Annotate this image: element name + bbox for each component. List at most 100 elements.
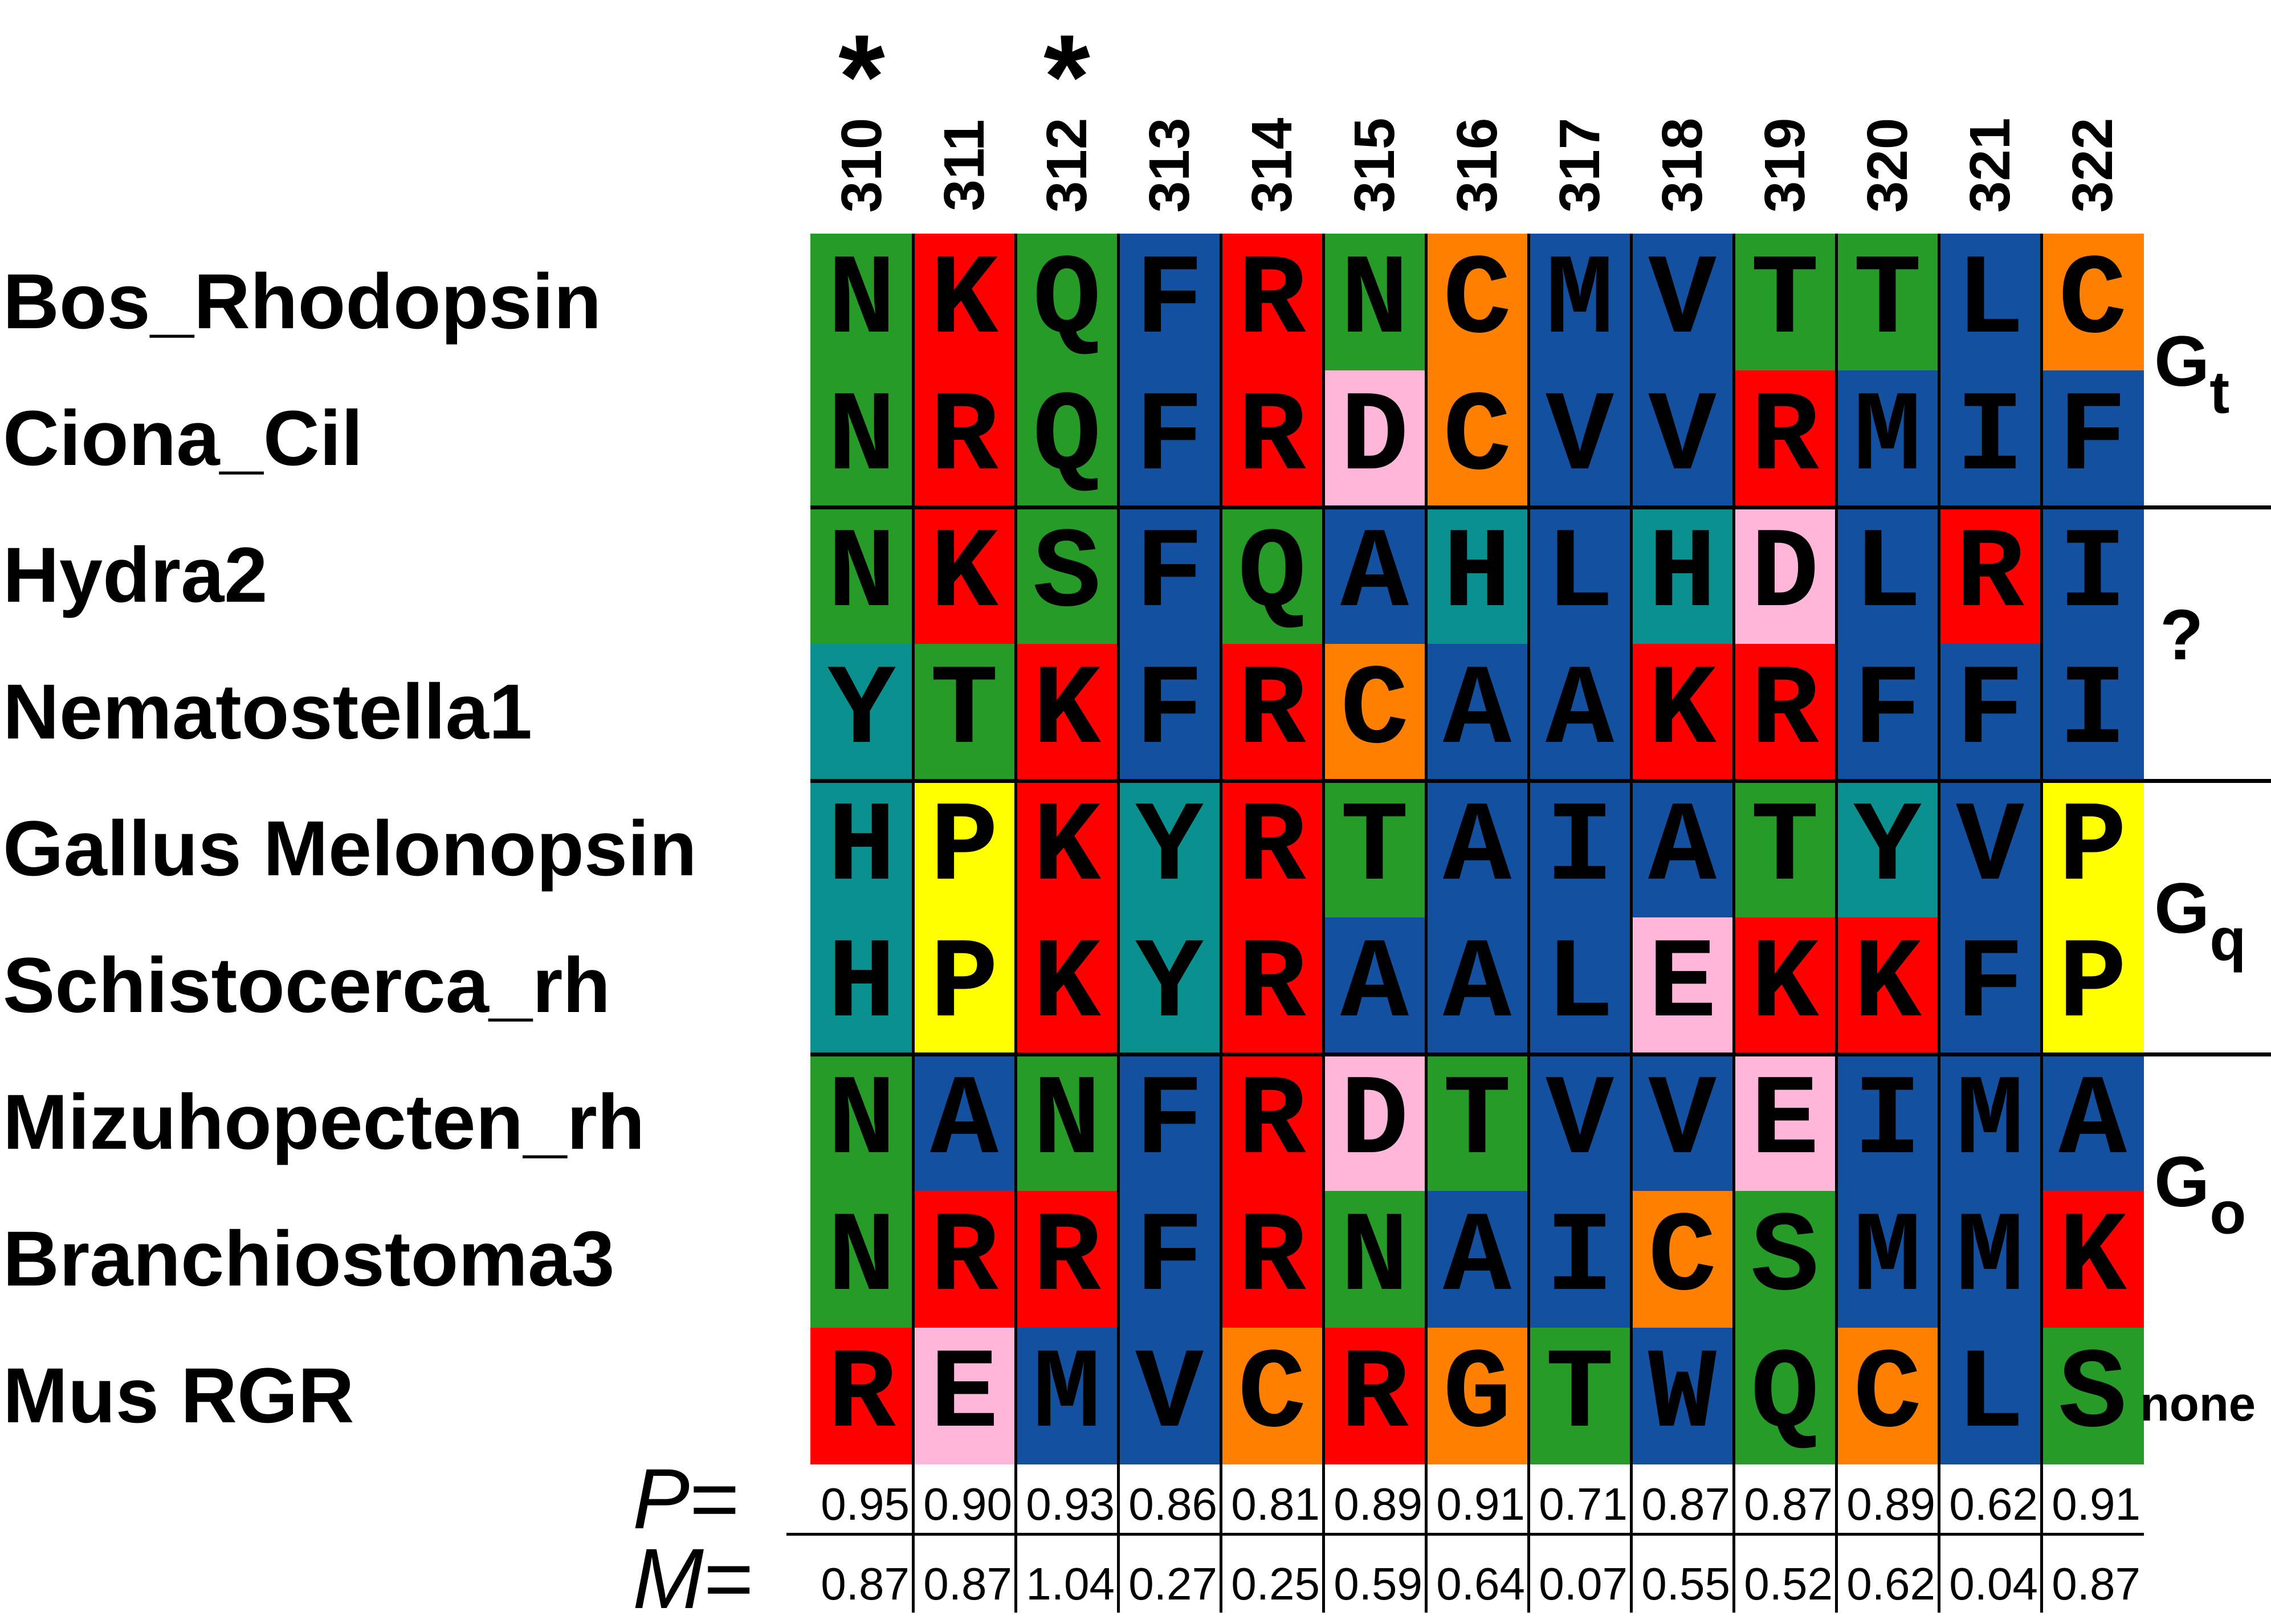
- species-label: Hydra2: [3, 532, 268, 619]
- residue-cell: Q: [1016, 234, 1118, 370]
- residue-cell: C: [1221, 1328, 1323, 1464]
- p-score-317: 0.71: [1539, 1479, 1628, 1529]
- p-score-312: 0.93: [1026, 1479, 1115, 1529]
- residue-cell: V: [1528, 1054, 1631, 1191]
- residue-cell: R: [1323, 1328, 1426, 1464]
- residue-cell: V: [1528, 370, 1631, 507]
- residue-cell: Y: [1836, 781, 1939, 917]
- column-divider: [1630, 234, 1633, 1464]
- position-label-312: 312: [1035, 117, 1099, 213]
- p-score-321: 0.62: [1949, 1479, 2038, 1529]
- residue-cell: K: [1016, 781, 1118, 917]
- residue-cell: Q: [1221, 507, 1323, 644]
- residue-cell: I: [1836, 1054, 1939, 1191]
- score-divider: [1117, 1459, 1120, 1613]
- column-divider: [1938, 234, 1940, 1464]
- residue-cell: N: [810, 1191, 913, 1328]
- score-divider: [1835, 1459, 1838, 1613]
- position-label-310: 310: [830, 117, 894, 213]
- m-label: M: [633, 1531, 704, 1624]
- residue-cell: I: [2041, 507, 2144, 644]
- position-cell-318: 318: [1631, 108, 1734, 222]
- residue-cell: Y: [810, 644, 913, 781]
- p-score-313: 0.86: [1128, 1479, 1217, 1529]
- residue-cell: R: [1221, 1191, 1323, 1328]
- position-label-319: 319: [1753, 117, 1817, 213]
- p-score-319: 0.87: [1744, 1479, 1833, 1529]
- residue-cell: T: [1426, 1054, 1528, 1191]
- residue-cell: C: [1426, 370, 1528, 507]
- residue-cell: F: [1118, 1054, 1221, 1191]
- column-divider: [1732, 234, 1735, 1464]
- residue-cell: W: [1631, 1328, 1734, 1464]
- m-score-321: 0.04: [1949, 1558, 2038, 1609]
- residue-cell: L: [1939, 1328, 2041, 1464]
- p-score-310: 0.95: [821, 1479, 910, 1529]
- group-name: G: [2154, 869, 2210, 948]
- residue-cell: K: [1734, 917, 1836, 1054]
- residue-cell: I: [2041, 644, 2144, 781]
- residue-cell: D: [1734, 507, 1836, 644]
- residue-cell: V: [1631, 370, 1734, 507]
- position-label-311: 311: [932, 119, 996, 211]
- residue-cell: C: [1323, 644, 1426, 781]
- residue-cell: K: [913, 234, 1016, 370]
- residue-cell: E: [1631, 917, 1734, 1054]
- residue-cell: F: [1118, 507, 1221, 644]
- residue-cell: A: [1426, 1191, 1528, 1328]
- m-score-317: 0.07: [1539, 1558, 1628, 1609]
- star-marker-310: *: [838, 10, 885, 144]
- m-score-313: 0.27: [1128, 1558, 1217, 1609]
- residue-cell: C: [1631, 1191, 1734, 1328]
- residue-cell: T: [1734, 781, 1836, 917]
- residue-cell: Y: [1118, 781, 1221, 917]
- position-label-314: 314: [1240, 117, 1304, 213]
- group-label: ?: [2160, 598, 2203, 672]
- residue-cell: H: [1426, 507, 1528, 644]
- species-label: Schistocerca_rh: [3, 942, 611, 1029]
- residue-cell: A: [1631, 781, 1734, 917]
- position-cell-312: 312: [1016, 108, 1118, 222]
- residue-cell: N: [1323, 234, 1426, 370]
- residue-cell: P: [913, 917, 1016, 1054]
- residue-cell: I: [1528, 781, 1631, 917]
- position-cell-321: 321: [1939, 108, 2041, 222]
- residue-cell: P: [2041, 917, 2144, 1054]
- position-cell-319: 319: [1734, 108, 1836, 222]
- residue-cell: I: [1528, 1191, 1631, 1328]
- residue-cell: N: [1323, 1191, 1426, 1328]
- group-label: Gt: [2154, 325, 2229, 430]
- residue-cell: R: [1221, 917, 1323, 1054]
- position-label-316: 316: [1445, 117, 1509, 213]
- m-score-322: 0.87: [2052, 1558, 2140, 1609]
- score-divider: [1425, 1459, 1428, 1613]
- residue-cell: A: [1426, 644, 1528, 781]
- position-cell-310: 310: [810, 108, 913, 222]
- residue-cell: M: [1836, 1191, 1939, 1328]
- group-subscript: q: [2209, 906, 2246, 973]
- residue-cell: P: [913, 781, 1016, 917]
- residue-cell: V: [1118, 1328, 1221, 1464]
- residue-cell: H: [1631, 507, 1734, 644]
- score-divider: [1322, 1459, 1325, 1613]
- m-score-319: 0.52: [1744, 1558, 1833, 1609]
- residue-cell: R: [1221, 644, 1323, 781]
- score-divider: [2040, 1459, 2043, 1613]
- residue-cell: K: [1016, 644, 1118, 781]
- residue-cell: D: [1323, 1054, 1426, 1191]
- score-separator: [786, 1533, 2144, 1536]
- star-marker-312: *: [1043, 10, 1090, 144]
- group-separator: [810, 505, 2271, 509]
- m-score-315: 0.59: [1334, 1558, 1422, 1609]
- residue-cell: R: [1221, 781, 1323, 917]
- residue-cell: F: [1939, 917, 2041, 1054]
- residue-cell: L: [1528, 507, 1631, 644]
- group-subscript: t: [2209, 359, 2230, 426]
- score-divider: [912, 1459, 915, 1613]
- species-label: Mus RGR: [3, 1352, 354, 1439]
- residue-cell: K: [913, 507, 1016, 644]
- residue-cell: H: [810, 781, 913, 917]
- residue-cell: N: [810, 234, 913, 370]
- residue-cell: A: [1323, 507, 1426, 644]
- residue-cell: A: [1528, 644, 1631, 781]
